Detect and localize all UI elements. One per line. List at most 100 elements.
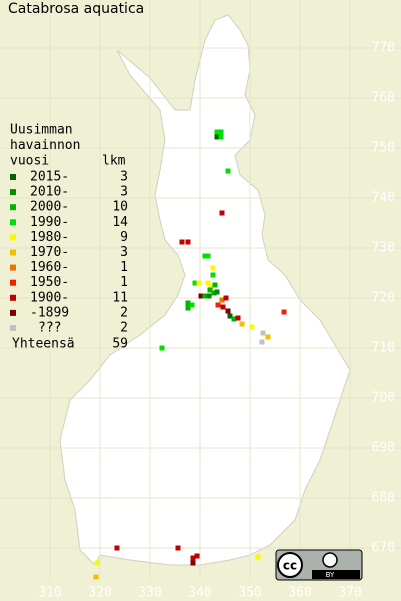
y-tick-label: 710 [372,341,395,356]
legend-label: 2010- [30,185,69,200]
observation [214,129,220,135]
observation [211,290,217,296]
x-tick-label: 340 [188,586,211,601]
legend-label: 1970- [30,245,69,260]
x-tick-label: 370 [338,586,361,601]
legend-label: 1980- [30,230,69,245]
y-tick-label: 690 [372,441,395,456]
observation [114,545,120,551]
observation [202,293,208,299]
observation [210,265,216,271]
observation [255,554,261,560]
legend-swatch [10,189,16,196]
observation [159,345,165,351]
x-tick-label: 330 [138,586,161,601]
legend-swatch [10,279,16,286]
legend-swatch [10,309,16,316]
observation [218,129,224,135]
legend-count: 2 [120,305,128,320]
observation [265,334,271,340]
observation [219,297,225,303]
x-tick-label: 310 [38,586,61,601]
title: Catabrosa aquatica [8,1,144,17]
observation [185,305,191,311]
y-tick-label: 770 [372,41,395,56]
legend-count: 9 [120,230,128,245]
observation [220,304,226,310]
observation [260,330,266,336]
observation [231,316,237,322]
observation [235,315,241,321]
observation [179,239,185,245]
y-tick-label: 720 [372,291,395,306]
observation [259,339,265,345]
observation [214,134,220,140]
observation [198,293,204,299]
observation [202,253,208,259]
y-tick-label: 750 [372,141,395,156]
legend-count: 11 [112,290,128,305]
observation [190,560,196,566]
legend-swatch [10,234,16,241]
legend-label: -1899 [30,305,69,320]
observation [205,253,211,259]
observation [225,308,231,314]
observation [94,560,100,566]
legend-label: 2015- [30,170,69,185]
license-badge: cc BY [275,549,363,581]
x-tick-label: 350 [238,586,261,601]
observation [210,272,216,278]
observation [194,553,200,559]
legend-count: 1 [120,275,128,290]
observation [208,284,214,290]
legend-count: 3 [120,185,128,200]
observation [205,280,211,286]
legend-label: 1900- [30,290,69,305]
observation [192,280,198,286]
legend-heading: Uusimman [10,123,73,138]
y-tick-label: 730 [372,241,395,256]
legend-label: 1990- [30,215,69,230]
cc-text: cc [283,559,297,573]
observation [214,289,220,295]
legend-heading: havainnon [10,138,80,153]
legend-heading: vuosi [10,154,49,169]
legend-swatch [10,219,16,226]
legend-count: 2 [120,321,128,336]
observation [93,574,99,580]
observation [207,287,213,293]
observation [189,302,195,308]
observation [215,302,221,308]
observation [196,280,202,286]
legend-swatch [10,204,16,211]
observation [218,134,224,140]
legend-count: 3 [120,170,128,185]
badge-strip [312,570,360,579]
observation [281,309,287,315]
x-tick-label: 360 [288,586,311,601]
y-tick-label: 740 [372,191,395,206]
by-text: BY [326,571,335,579]
by-icon [322,552,338,568]
y-tick-label: 760 [372,91,395,106]
legend-total-label: Yhteensä [12,337,75,352]
observation [225,168,231,174]
observation [227,313,233,319]
y-tick-label: 700 [372,391,395,406]
legend-swatch [10,325,16,331]
observation [190,555,196,561]
y-tick-label: 680 [372,491,395,506]
x-tick-label: 320 [88,586,111,601]
legend-count: 10 [112,200,128,215]
observation [219,210,225,216]
observation [185,239,191,245]
legend-label: 1960- [30,260,69,275]
legend-swatch [10,294,16,301]
legend-swatch [10,264,16,271]
observation [239,321,245,327]
legend-label: 1950- [30,275,69,290]
observation [212,282,218,288]
observation [175,545,181,551]
